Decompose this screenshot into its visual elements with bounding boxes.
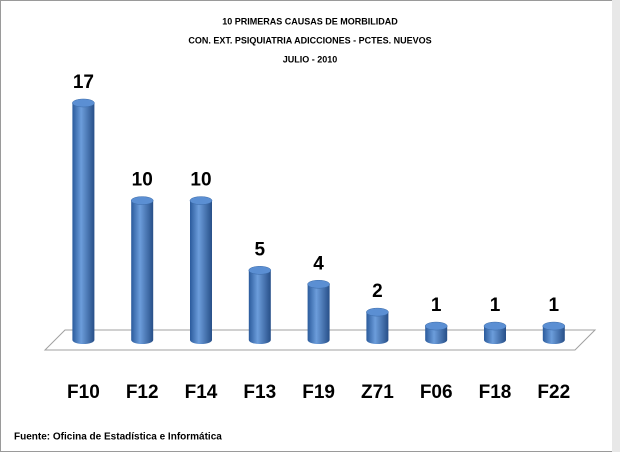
- bar-top: [307, 279, 330, 289]
- bar: [248, 270, 271, 344]
- value-label: 2: [372, 281, 383, 302]
- chart-subtitle: CON. EXT. PSIQUIATRIA ADICCIONES - PCTES…: [188, 35, 431, 45]
- bar: [542, 326, 565, 344]
- value-label: 4: [313, 253, 324, 274]
- x-tick-label: F13: [243, 382, 276, 403]
- bar-top: [189, 196, 213, 205]
- value-label: 5: [255, 239, 266, 260]
- bar-top: [483, 321, 507, 331]
- value-label: 1: [549, 295, 560, 316]
- x-tick-label: F18: [479, 382, 512, 403]
- x-tick-label: F22: [537, 382, 570, 403]
- bar: [484, 326, 506, 344]
- bar-top: [72, 98, 95, 108]
- bar-top: [424, 321, 448, 331]
- x-tick-label: F10: [67, 382, 100, 403]
- bar: [307, 284, 330, 344]
- value-label: 10: [190, 170, 211, 191]
- chart-title: 10 PRIMERAS CAUSAS DE MORBILIDAD: [222, 16, 398, 26]
- bar-top: [542, 321, 566, 331]
- source-note: Fuente: Oficina de Estadística e Informá…: [14, 432, 222, 443]
- bar: [190, 200, 212, 344]
- bar-top: [248, 266, 272, 275]
- x-tick-label: F06: [420, 382, 453, 403]
- bar-top: [366, 307, 389, 317]
- scroll-edge: [612, 0, 620, 452]
- x-tick-label: F12: [126, 382, 159, 403]
- x-tick-label: F19: [302, 382, 335, 403]
- x-tick-label: Z71: [361, 382, 394, 403]
- bar: [131, 200, 154, 344]
- value-label: 1: [490, 295, 501, 316]
- chart-subtitle: JULIO - 2010: [283, 54, 338, 64]
- value-label: 1: [431, 295, 442, 316]
- value-label: 17: [73, 72, 94, 93]
- bar: [72, 103, 95, 344]
- bar-top: [130, 196, 154, 205]
- x-tick-label: F14: [185, 382, 218, 403]
- bar: [366, 312, 389, 344]
- bar: [425, 326, 448, 344]
- value-label: 10: [132, 170, 153, 191]
